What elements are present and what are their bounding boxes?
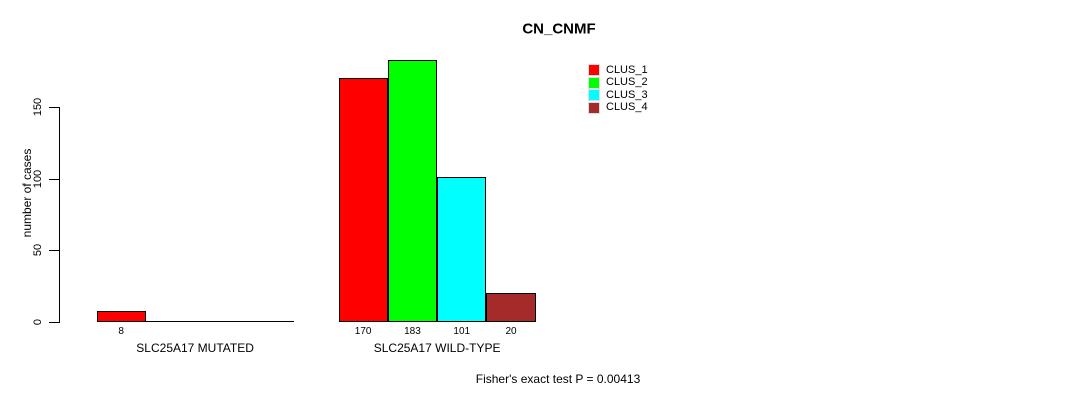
legend-swatch-clus-2 bbox=[588, 76, 600, 89]
bar-clus-1-group2 bbox=[338, 78, 388, 322]
bar-value-label: 101 bbox=[453, 326, 471, 337]
bar-clus-4-group1-zero bbox=[244, 321, 294, 322]
bar-clus-3-group1-zero bbox=[195, 321, 245, 322]
y-tick-label: 0 bbox=[32, 318, 44, 326]
bar-value-label: 170 bbox=[354, 326, 372, 337]
fisher-test-annotation: Fisher's exact test P = 0.00413 bbox=[475, 372, 641, 386]
y-tick-mark bbox=[49, 250, 59, 252]
bar-clus-3-group2 bbox=[437, 177, 487, 322]
bar-clus-1-group1 bbox=[96, 310, 146, 322]
legend-swatch-clus-3 bbox=[588, 89, 600, 102]
legend-label: CLUS_3 bbox=[606, 88, 648, 101]
group-label: SLC25A17 MUTATED bbox=[136, 341, 254, 355]
legend-swatch-clus-4 bbox=[588, 101, 600, 114]
legend-label: CLUS_1 bbox=[606, 63, 648, 76]
y-axis-label: number of cases bbox=[20, 148, 34, 238]
bar-clus-4-group2 bbox=[486, 293, 536, 322]
y-tick-label: 50 bbox=[32, 244, 44, 257]
bar-value-label: 183 bbox=[404, 326, 421, 337]
chart-title: CN_CNMF bbox=[522, 20, 596, 38]
legend-item: CLUS_3 bbox=[588, 89, 648, 102]
y-tick-mark bbox=[49, 107, 59, 108]
y-tick-mark bbox=[49, 322, 59, 323]
group-label: SLC25A17 WILD-TYPE bbox=[373, 341, 501, 355]
y-tick-label: 100 bbox=[32, 169, 44, 188]
bar-value-label: 8 bbox=[118, 326, 124, 337]
y-tick-label: 150 bbox=[32, 97, 44, 117]
legend-swatch-clus-1 bbox=[588, 64, 600, 77]
legend-item: CLUS_2 bbox=[588, 76, 648, 90]
y-axis-line bbox=[59, 107, 60, 323]
legend-item: CLUS_4 bbox=[588, 101, 648, 115]
legend-label: CLUS_2 bbox=[606, 76, 648, 89]
bar-clus-2-group1-zero bbox=[145, 321, 196, 322]
legend: CLUS_1 CLUS_2 CLUS_3 CLUS_4 bbox=[588, 64, 648, 114]
y-tick-mark bbox=[49, 178, 59, 180]
legend-label: CLUS_4 bbox=[606, 101, 648, 114]
bar-clus-2-group2 bbox=[387, 59, 438, 322]
bar-value-label: 20 bbox=[505, 326, 517, 337]
legend-item: CLUS_1 bbox=[588, 64, 648, 77]
